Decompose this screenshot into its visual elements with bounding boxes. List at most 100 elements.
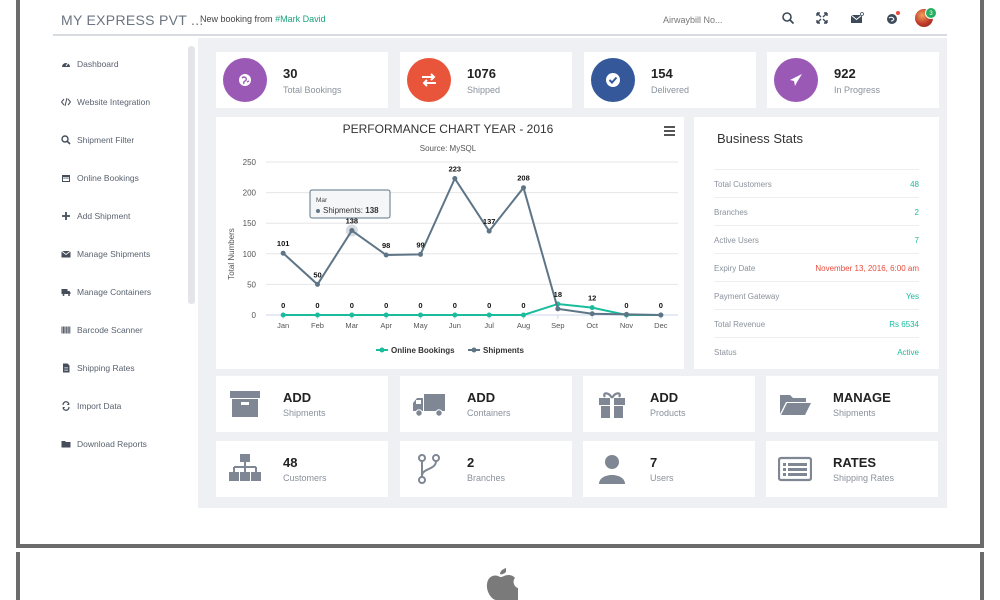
users-tile[interactable]: 7 Users (583, 441, 755, 497)
stat-card-delivered[interactable]: 154 Delivered (584, 52, 756, 108)
series-line-online-bookings[interactable] (283, 302, 661, 316)
sidebar-item-online-bookings[interactable]: Online Bookings (61, 170, 139, 186)
stat-value: Yes (905, 292, 919, 301)
booking-notice[interactable]: New booking from #Mark David (200, 14, 326, 24)
data-point[interactable] (349, 312, 355, 318)
stat-key: Branches (714, 208, 748, 217)
search-icon[interactable] (781, 11, 795, 25)
x-tick-label: Feb (311, 321, 324, 330)
truck-icon (61, 287, 71, 297)
data-point[interactable] (658, 312, 664, 318)
data-point[interactable] (589, 311, 595, 317)
apple-logo-icon (486, 568, 518, 600)
sidebar-item-label: Manage Shipments (77, 249, 151, 259)
data-label: 12 (588, 294, 596, 303)
chart-menu-icon[interactable] (664, 126, 675, 136)
sidebar-item-dashboard[interactable]: Dashboard (61, 56, 119, 72)
notice-customer-link[interactable]: #Mark David (275, 14, 326, 24)
data-point[interactable] (280, 312, 286, 318)
mail-icon[interactable] (850, 11, 864, 25)
branches-tile[interactable]: 2 Branches (400, 441, 572, 497)
sidebar-item-barcode-scanner[interactable]: Barcode Scanner (61, 322, 143, 338)
code-icon (61, 97, 71, 107)
data-point[interactable] (521, 185, 526, 191)
customers-tile[interactable]: 48 Customers (216, 441, 388, 497)
data-point[interactable] (452, 312, 458, 318)
stat-row-total-revenue: Total Revenue Rs 6534 (714, 309, 919, 337)
tile-subtitle: Users (650, 473, 674, 483)
stat-row-active-users: Active Users 7 (714, 225, 919, 253)
tile-title: ADD (650, 390, 679, 405)
airwaybill-search-input[interactable]: Airwaybill No... (663, 15, 723, 25)
stat-label: Total Bookings (283, 85, 342, 95)
legend-item-online-bookings[interactable]: Online Bookings (376, 346, 455, 355)
stat-key: Active Users (714, 236, 759, 245)
y-tick-label: 150 (243, 219, 257, 228)
sidebar-item-shipment-filter[interactable]: Shipment Filter (61, 132, 134, 148)
manage-shipments-tile[interactable]: MANAGE Shipments (766, 376, 938, 432)
legend-item-shipments[interactable]: Shipments (468, 346, 524, 355)
sidebar-item-label: Online Bookings (77, 173, 139, 183)
brand-title[interactable]: MY EXPRESS PVT ... (61, 12, 204, 28)
sidebar-item-label: Manage Containers (77, 287, 152, 297)
sidebar-scrollbar[interactable] (188, 46, 195, 304)
fullscreen-icon[interactable] (815, 11, 829, 25)
data-point[interactable] (280, 250, 286, 256)
sidebar-item-import-data[interactable]: Import Data (61, 398, 121, 414)
legend-label: Online Bookings (391, 346, 455, 355)
sidebar-item-manage-shipments[interactable]: Manage Shipments (61, 246, 150, 262)
stat-value: 2 (914, 208, 919, 217)
series-line-shipments[interactable] (282, 176, 661, 316)
tile-subtitle: Branches (467, 473, 506, 483)
notification-dot (896, 11, 900, 15)
archive-box-icon (230, 391, 260, 417)
stat-card-in-progress[interactable]: 922 In Progress (767, 52, 939, 108)
folder-icon (61, 439, 71, 449)
add-containers-tile[interactable]: ADD Containers (400, 376, 572, 432)
stat-row-total-customers: Total Customers 48 (714, 169, 919, 197)
data-point[interactable] (521, 312, 526, 318)
add-products-tile[interactable]: ADD Products (583, 376, 755, 432)
file-icon (61, 363, 71, 373)
data-point[interactable] (452, 176, 458, 182)
sidebar-item-website-integration[interactable]: Website Integration (61, 94, 150, 110)
tile-subtitle: Shipments (283, 408, 326, 418)
data-label: 98 (382, 241, 390, 250)
data-point[interactable] (383, 252, 389, 258)
plane-icon (774, 58, 818, 102)
globe-notification-icon[interactable] (885, 11, 899, 25)
data-label: 0 (659, 301, 663, 310)
data-point[interactable] (315, 281, 320, 287)
data-point[interactable] (383, 312, 389, 318)
data-point[interactable] (589, 305, 595, 311)
data-label: 0 (350, 301, 354, 310)
performance-chart-card: PERFORMANCE CHART YEAR - 2016 Source: My… (216, 117, 684, 369)
data-point[interactable] (418, 251, 423, 257)
stat-key: Total Revenue (714, 320, 766, 329)
add-shipments-tile[interactable]: ADD Shipments (216, 376, 388, 432)
chart-title: PERFORMANCE CHART YEAR - 2016 (343, 122, 554, 136)
stat-card-total-bookings[interactable]: 30 Total Bookings (216, 52, 388, 108)
data-point[interactable] (486, 228, 492, 234)
sidebar-item-add-shipment[interactable]: Add Shipment (61, 208, 130, 224)
stat-card-shipped[interactable]: 1076 Shipped (400, 52, 572, 108)
shipping-rates-tile[interactable]: RATES Shipping Rates (766, 441, 938, 497)
stat-value: Rs 6534 (889, 320, 919, 329)
business-stats-card: Business Stats Total Customers 48 Branch… (694, 117, 939, 369)
data-point[interactable] (418, 312, 423, 318)
sidebar-item-shipping-rates[interactable]: Shipping Rates (61, 360, 135, 376)
x-tick-label: Oct (586, 321, 599, 330)
y-tick-label: 200 (243, 189, 257, 198)
data-point[interactable] (624, 311, 629, 317)
data-point[interactable] (486, 312, 492, 318)
sidebar-item-manage-containers[interactable]: Manage Containers (61, 284, 151, 300)
data-label: 0 (624, 301, 628, 310)
stat-key: Payment Gateway (714, 292, 780, 301)
stat-value: 922 (834, 66, 856, 81)
data-point[interactable] (555, 306, 561, 312)
y-tick-label: 100 (243, 250, 257, 259)
data-point[interactable] (349, 228, 355, 234)
sidebar-item-download-reports[interactable]: Download Reports (61, 436, 147, 452)
data-point[interactable] (315, 312, 320, 318)
stat-row-status: Status Active (714, 337, 919, 365)
